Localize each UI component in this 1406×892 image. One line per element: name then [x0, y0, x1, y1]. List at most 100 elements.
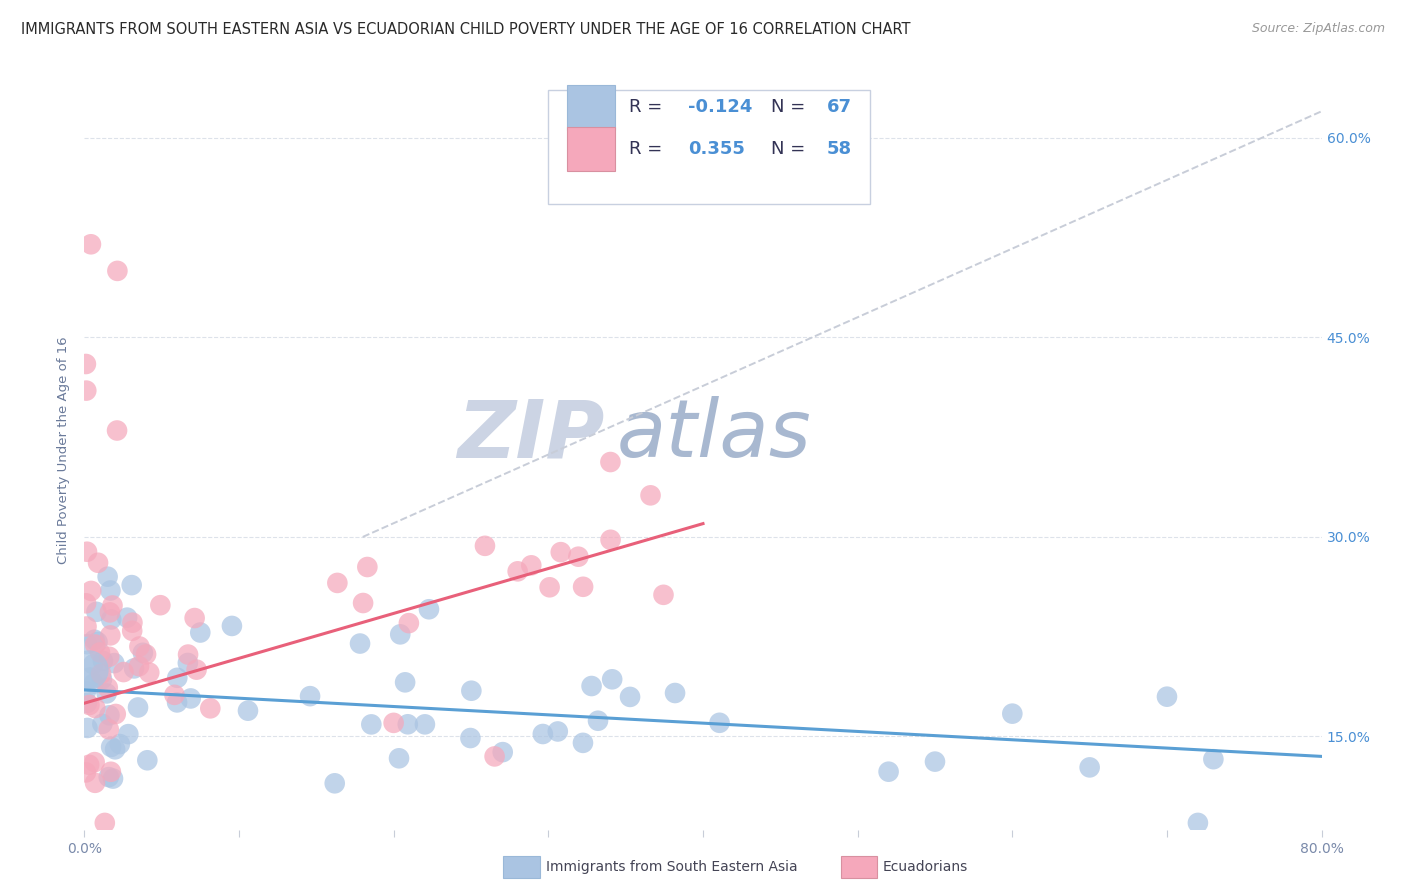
Point — [103, 656, 125, 670]
Point — [163, 688, 186, 702]
Text: R =: R = — [628, 140, 668, 158]
Point — [84, 701, 107, 715]
Point — [924, 755, 946, 769]
Point — [96, 686, 118, 700]
Point — [352, 596, 374, 610]
Text: 67: 67 — [827, 98, 852, 116]
Point — [394, 675, 416, 690]
Point — [75, 765, 97, 780]
Point — [83, 755, 105, 769]
Point — [149, 598, 172, 612]
Point — [77, 757, 100, 772]
Point — [98, 606, 121, 620]
FancyBboxPatch shape — [567, 85, 616, 129]
Point — [121, 624, 143, 638]
Point — [80, 237, 103, 252]
Point — [100, 739, 122, 754]
Text: N =: N = — [770, 140, 811, 158]
Point — [76, 619, 98, 633]
Point — [86, 605, 108, 619]
Point — [177, 648, 200, 662]
Point — [75, 684, 97, 698]
Point — [709, 715, 731, 730]
Point — [474, 539, 496, 553]
Point — [117, 727, 139, 741]
Point — [87, 556, 110, 570]
Text: R =: R = — [628, 98, 668, 116]
Text: ZIP: ZIP — [457, 396, 605, 475]
Point — [460, 731, 482, 745]
Point — [97, 770, 120, 784]
Point — [94, 816, 117, 830]
Point — [122, 661, 145, 675]
Point — [82, 657, 104, 672]
Point — [76, 545, 98, 559]
Point — [132, 646, 155, 660]
Point — [382, 715, 405, 730]
Point — [105, 264, 128, 278]
Point — [108, 737, 131, 751]
Point — [186, 663, 208, 677]
Point — [652, 588, 675, 602]
Point — [221, 619, 243, 633]
Text: Ecuadorians: Ecuadorians — [883, 860, 969, 874]
Point — [484, 749, 506, 764]
Point — [127, 700, 149, 714]
Point — [1202, 752, 1225, 766]
Point — [356, 560, 378, 574]
Point — [389, 627, 412, 641]
Point — [1187, 816, 1209, 830]
Y-axis label: Child Poverty Under the Age of 16: Child Poverty Under the Age of 16 — [58, 336, 70, 565]
Point — [136, 753, 159, 767]
Point — [80, 583, 103, 598]
Point — [492, 745, 515, 759]
Point — [101, 772, 124, 786]
Point — [76, 696, 98, 710]
Point — [90, 666, 112, 681]
Point — [619, 690, 641, 704]
Point — [84, 776, 107, 790]
Text: atlas: atlas — [616, 396, 811, 475]
Point — [567, 549, 589, 564]
Point — [547, 724, 569, 739]
Point — [1001, 706, 1024, 721]
Point — [388, 751, 411, 765]
Point — [75, 596, 97, 610]
Point — [105, 424, 128, 438]
Point — [599, 455, 621, 469]
Point — [84, 638, 107, 652]
Point — [121, 578, 143, 592]
Text: Source: ZipAtlas.com: Source: ZipAtlas.com — [1251, 22, 1385, 36]
Point — [115, 610, 138, 624]
Point — [91, 717, 114, 731]
Point — [586, 714, 609, 728]
Text: 58: 58 — [827, 140, 852, 158]
Point — [104, 706, 127, 721]
Point — [89, 645, 111, 659]
Point — [100, 764, 122, 779]
Text: -0.124: -0.124 — [688, 98, 752, 116]
Point — [91, 654, 114, 668]
Point — [460, 683, 482, 698]
Point — [98, 649, 121, 664]
Point — [100, 612, 122, 626]
Point — [97, 681, 120, 695]
Point — [581, 679, 603, 693]
Point — [538, 580, 561, 594]
Point — [200, 701, 222, 715]
Point — [76, 721, 98, 735]
FancyBboxPatch shape — [567, 127, 616, 171]
Point — [135, 648, 157, 662]
Text: Immigrants from South Eastern Asia: Immigrants from South Eastern Asia — [546, 860, 797, 874]
Point — [101, 599, 124, 613]
Point — [396, 717, 419, 731]
Point — [1156, 690, 1178, 704]
Point — [418, 602, 440, 616]
Point — [236, 704, 259, 718]
Point — [177, 656, 200, 670]
Point — [531, 727, 554, 741]
Point — [83, 676, 105, 690]
Point — [520, 558, 543, 573]
Point — [83, 632, 105, 647]
Point — [79, 671, 101, 685]
